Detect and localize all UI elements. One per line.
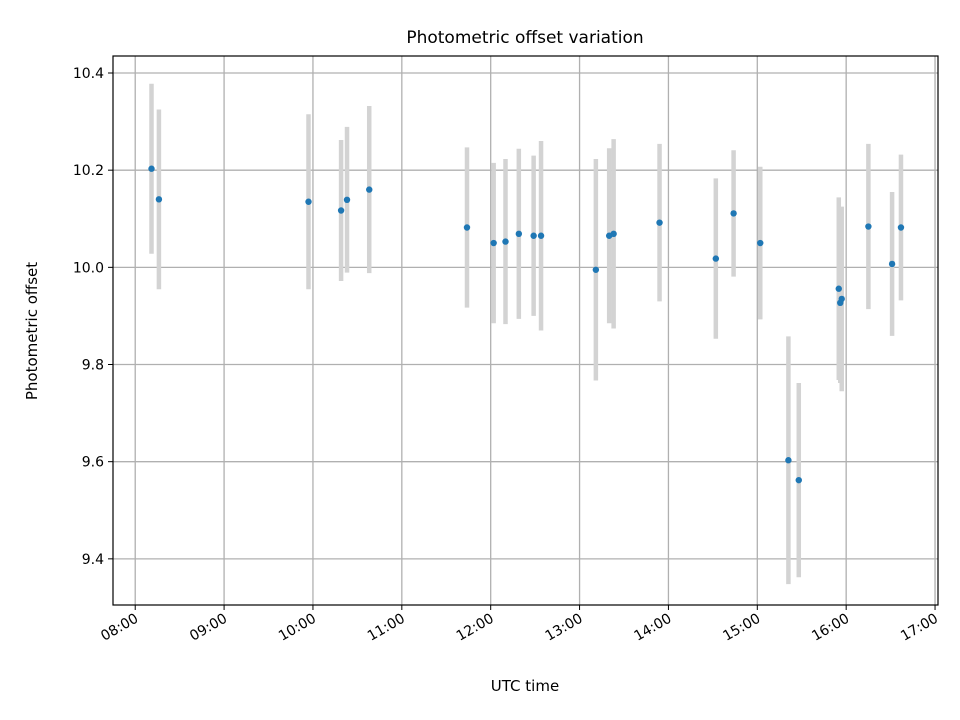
data-point xyxy=(343,196,351,204)
data-point xyxy=(155,196,163,203)
data-point xyxy=(712,255,720,262)
data-point xyxy=(610,230,617,238)
data-point xyxy=(305,198,312,205)
data-point xyxy=(888,260,896,268)
data-point xyxy=(148,165,155,172)
data-point xyxy=(757,239,764,247)
data-point xyxy=(838,295,845,303)
data-point xyxy=(656,219,663,226)
y-tick-label: 10.4 xyxy=(73,66,104,82)
y-axis-label: Photometric offset xyxy=(23,262,41,400)
data-point xyxy=(785,457,792,464)
grid xyxy=(113,56,938,605)
data-point xyxy=(490,239,497,247)
data-point xyxy=(502,238,509,245)
data-point xyxy=(730,210,737,217)
y-tick-label: 10.0 xyxy=(73,260,104,276)
data-points xyxy=(148,165,905,484)
plot-frame xyxy=(112,55,939,606)
y-tick-label: 9.4 xyxy=(82,552,104,568)
data-point xyxy=(537,232,545,239)
y-tick-label: 9.8 xyxy=(82,358,104,374)
data-point xyxy=(366,186,373,193)
data-point xyxy=(795,476,802,484)
y-axis-ticks: 9.4 9.6 9.8 10.0 10.2 10.4 xyxy=(73,66,113,568)
data-point xyxy=(530,232,537,239)
data-point xyxy=(463,224,471,231)
data-point xyxy=(337,207,345,214)
data-point xyxy=(592,266,600,273)
y-tick-label: 9.6 xyxy=(82,455,104,471)
data-point xyxy=(835,285,842,292)
data-point xyxy=(865,223,872,230)
y-tick-label: 10.2 xyxy=(73,163,104,179)
data-point xyxy=(515,230,523,238)
data-point xyxy=(897,224,905,231)
chart-title: Photometric offset variation xyxy=(406,28,643,48)
x-axis-label: UTC time xyxy=(491,677,559,695)
